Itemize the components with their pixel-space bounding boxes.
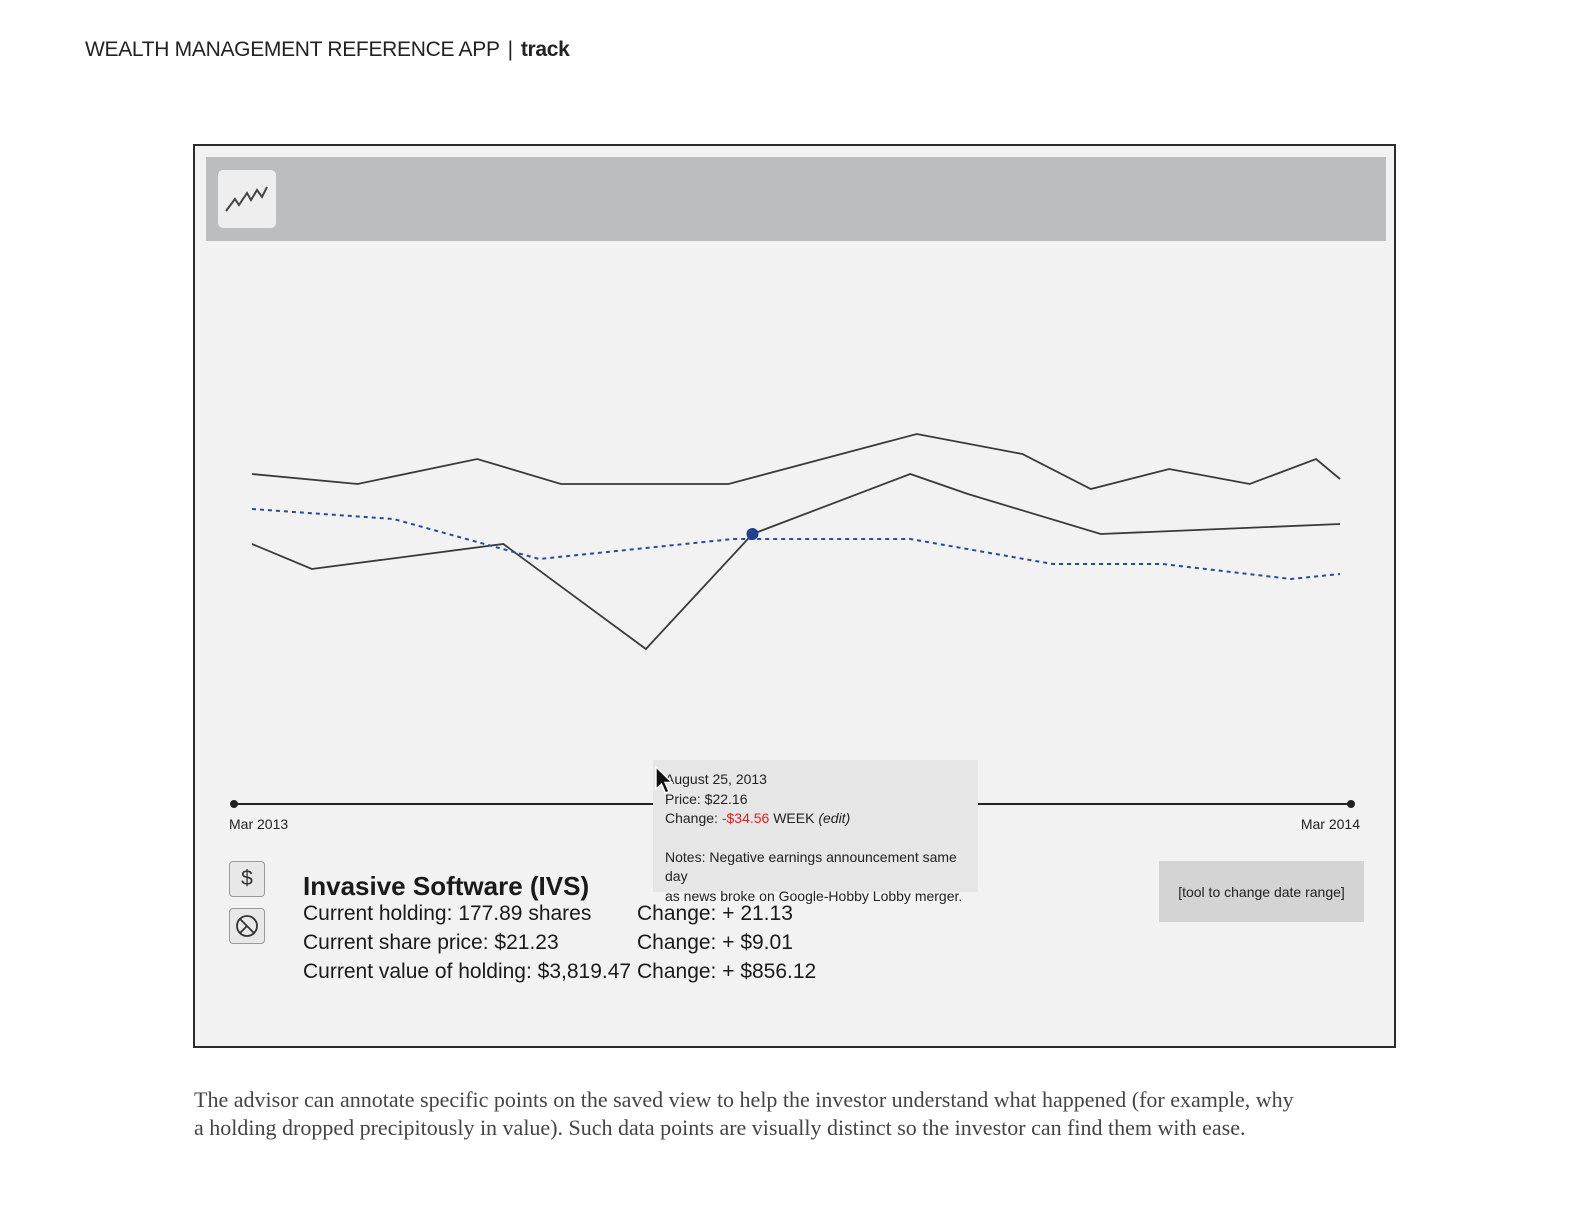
change-share-price: Change: + $9.01 — [637, 931, 793, 954]
chart-view-button[interactable] — [218, 170, 276, 228]
series-line-2 — [251, 473, 1341, 651]
header-separator: | — [507, 38, 513, 61]
caption: The advisor can annotate specific points… — [194, 1086, 1404, 1142]
pie-chart-icon — [236, 915, 258, 937]
allocation-view-button[interactable] — [229, 908, 265, 944]
value-view-button[interactable]: $ — [229, 861, 265, 897]
tooltip-date: August 25, 2013 — [665, 771, 767, 787]
caption-line2: a holding dropped precipitously in value… — [194, 1115, 1246, 1140]
tooltip-edit-link[interactable]: (edit) — [818, 810, 851, 826]
change-holding: Change: + 21.13 — [637, 902, 793, 925]
section-name: track — [520, 38, 570, 61]
annotated-data-point[interactable] — [746, 528, 759, 540]
annotation-tooltip: August 25, 2013 Price: $22.16 Change: -$… — [653, 760, 978, 904]
dollar-icon: $ — [241, 867, 253, 890]
current-holding: Current holding: 177.89 shares — [303, 902, 592, 925]
tooltip-notes-line1: Notes: Negative earnings announcement sa… — [665, 848, 957, 885]
series-line-3 — [251, 508, 1341, 581]
tooltip-change-label: Change: — [665, 810, 718, 826]
app-name: WEALTH MANAGEMENT REFERENCE APP — [85, 38, 500, 61]
x-axis-start-label: Mar 2013 — [229, 816, 289, 832]
current-holding-value: Current value of holding: $3,819.47 — [303, 960, 632, 983]
chart-toolbar — [206, 157, 1386, 241]
x-axis-end-dot — [1347, 800, 1355, 808]
date-range-tool[interactable]: [tool to change date range] — [1159, 861, 1364, 922]
x-axis-start-dot — [230, 800, 238, 808]
holding-title: Invasive Software (IVS) — [303, 871, 590, 901]
tooltip-change-period: WEEK — [773, 810, 815, 826]
tooltip-price: Price: $22.16 — [665, 790, 748, 807]
tooltip-change-value: -$34.56 — [721, 810, 770, 826]
mouse-cursor-icon — [655, 766, 674, 794]
line-chart-icon — [225, 186, 268, 212]
change-holding-value: Change: + $856.12 — [637, 960, 817, 983]
tooltip-change: Change: -$34.56 WEEK (edit) — [665, 809, 966, 829]
x-axis-end-label: Mar 2014 — [1300, 816, 1360, 832]
caption-line1: The advisor can annotate specific points… — [194, 1087, 1294, 1112]
track-panel: Mar 2013 Mar 2014 August 25, 2013 Price:… — [193, 144, 1396, 1048]
current-share-price: Current share price: $21.23 — [303, 931, 559, 954]
tooltip-notes-line2: as news broke on Google-Hobby Lobby merg… — [665, 887, 963, 904]
page-header: WEALTH MANAGEMENT REFERENCE APP | track — [85, 38, 570, 62]
series-line-1 — [251, 433, 1341, 490]
